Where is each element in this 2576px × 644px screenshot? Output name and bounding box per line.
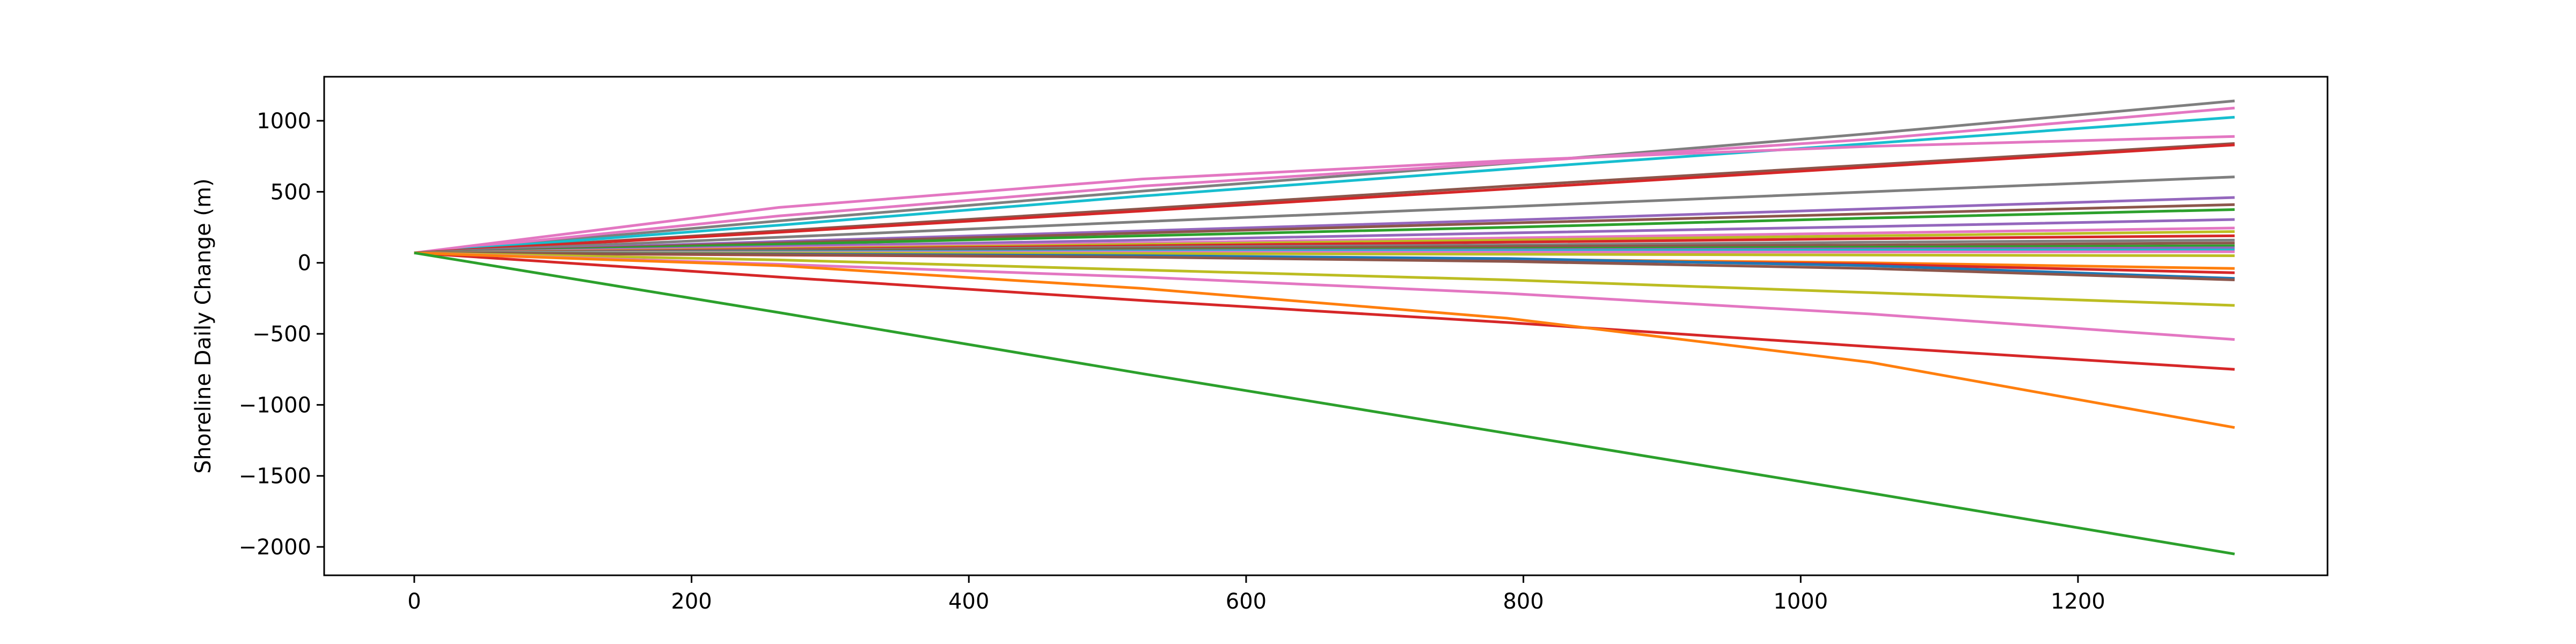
y-tick-label: 1000	[257, 109, 311, 134]
series-line-6	[414, 143, 2235, 254]
x-axis: 0 200 400 600 800 1000 1200	[407, 575, 2105, 614]
x-tick-label: 1000	[1773, 589, 1828, 614]
series-layer	[414, 99, 2235, 555]
y-tick-label: −1500	[239, 464, 311, 489]
y-tick-label: 500	[270, 180, 311, 204]
series-line-28	[414, 251, 2235, 371]
series-line-4	[414, 135, 2235, 254]
series-line-1	[414, 99, 2235, 254]
series-line-29	[414, 251, 2235, 429]
y-tick-label: −500	[252, 322, 311, 347]
x-tick-label: 200	[671, 589, 712, 614]
series-line-25	[414, 251, 2235, 281]
x-tick-label: 400	[948, 589, 989, 614]
series-line-7	[414, 175, 2235, 254]
plot-frame	[323, 76, 2329, 576]
y-tick-label: 0	[298, 251, 311, 276]
x-tick-label: 0	[407, 589, 421, 614]
x-tick-label: 800	[1503, 589, 1543, 614]
x-tick-label: 1200	[2051, 589, 2105, 614]
y-axis-title: Shoreline Daily Change (m)	[191, 178, 216, 473]
y-axis: 1000 500 0 −500 −1000 −1500 −2000	[239, 109, 324, 560]
series-line-10	[414, 208, 2235, 254]
y-tick-label: −1000	[239, 393, 311, 418]
y-tick-label: −2000	[239, 535, 311, 560]
x-tick-label: 600	[1226, 589, 1267, 614]
series-line-30	[414, 251, 2235, 555]
series-line-3	[414, 115, 2235, 254]
series-line-26	[414, 251, 2235, 307]
series-line-2	[414, 106, 2235, 254]
